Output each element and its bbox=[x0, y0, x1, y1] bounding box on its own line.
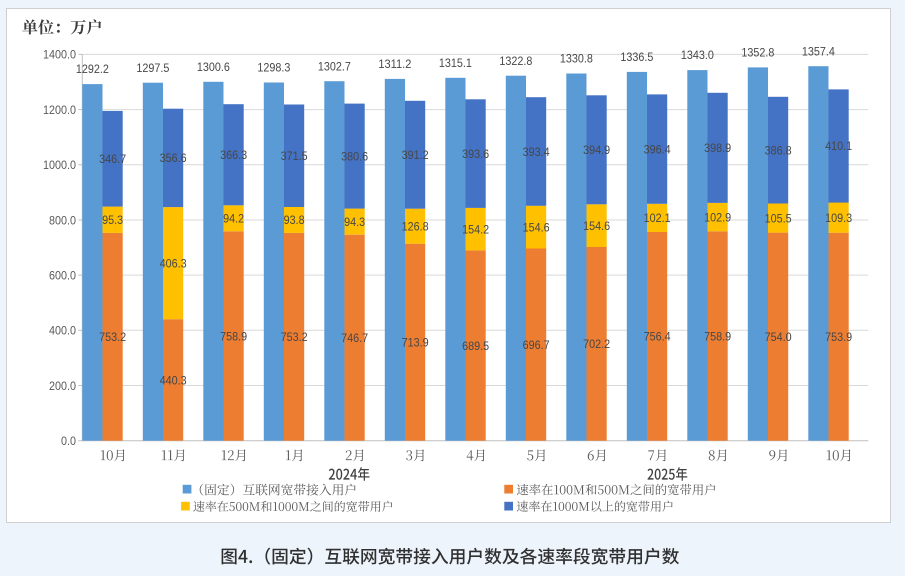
svg-text:366.3: 366.3 bbox=[220, 148, 247, 162]
svg-text:102.1: 102.1 bbox=[644, 211, 671, 225]
svg-text:393.6: 393.6 bbox=[462, 147, 489, 161]
svg-text:1302.7: 1302.7 bbox=[318, 59, 351, 73]
svg-text:753.9: 753.9 bbox=[825, 330, 852, 344]
svg-text:396.4: 396.4 bbox=[644, 142, 671, 156]
svg-text:94.3: 94.3 bbox=[344, 215, 365, 229]
svg-text:758.9: 758.9 bbox=[220, 329, 247, 343]
svg-text:154.6: 154.6 bbox=[523, 220, 550, 234]
svg-text:154.6: 154.6 bbox=[583, 219, 610, 233]
svg-text:1400.0: 1400.0 bbox=[43, 48, 76, 62]
svg-text:0.0: 0.0 bbox=[61, 434, 76, 448]
svg-text:756.4: 756.4 bbox=[644, 330, 671, 344]
svg-text:94.2: 94.2 bbox=[223, 212, 244, 226]
svg-text:600.0: 600.0 bbox=[49, 268, 76, 282]
svg-text:386.8: 386.8 bbox=[765, 144, 792, 158]
svg-text:393.4: 393.4 bbox=[523, 145, 550, 159]
svg-text:1352.8: 1352.8 bbox=[741, 46, 774, 60]
svg-text:1311.2: 1311.2 bbox=[378, 57, 411, 71]
svg-text:356.6: 356.6 bbox=[160, 151, 187, 165]
svg-text:371.5: 371.5 bbox=[281, 149, 308, 163]
svg-text:754.0: 754.0 bbox=[765, 330, 792, 344]
svg-text:713.9: 713.9 bbox=[402, 336, 429, 350]
svg-text:1297.5: 1297.5 bbox=[136, 61, 169, 75]
svg-text:696.7: 696.7 bbox=[523, 338, 550, 352]
svg-text:93.8: 93.8 bbox=[284, 213, 305, 227]
svg-text:1292.2: 1292.2 bbox=[76, 62, 109, 76]
svg-text:800.0: 800.0 bbox=[49, 213, 76, 227]
svg-text:1298.3: 1298.3 bbox=[257, 61, 290, 75]
svg-text:758.9: 758.9 bbox=[704, 329, 731, 343]
svg-text:400.0: 400.0 bbox=[49, 324, 76, 338]
svg-text:1357.4: 1357.4 bbox=[802, 44, 835, 58]
svg-text:126.8: 126.8 bbox=[402, 220, 429, 234]
svg-text:105.5: 105.5 bbox=[765, 211, 792, 225]
svg-text:380.6: 380.6 bbox=[341, 149, 368, 163]
svg-text:398.9: 398.9 bbox=[704, 141, 731, 155]
svg-text:391.2: 391.2 bbox=[402, 148, 429, 162]
svg-text:702.2: 702.2 bbox=[583, 337, 610, 351]
svg-text:1322.8: 1322.8 bbox=[499, 54, 532, 68]
svg-text:753.2: 753.2 bbox=[281, 330, 308, 344]
svg-text:406.3: 406.3 bbox=[160, 257, 187, 271]
svg-text:753.2: 753.2 bbox=[99, 330, 126, 344]
svg-text:95.3: 95.3 bbox=[102, 213, 123, 227]
svg-text:154.2: 154.2 bbox=[462, 223, 489, 237]
svg-text:1200.0: 1200.0 bbox=[43, 103, 76, 117]
svg-text:1343.0: 1343.0 bbox=[681, 48, 714, 62]
svg-text:102.9: 102.9 bbox=[704, 210, 731, 224]
svg-text:1336.5: 1336.5 bbox=[620, 50, 653, 64]
svg-text:410.1: 410.1 bbox=[825, 139, 852, 153]
svg-text:1000.0: 1000.0 bbox=[43, 158, 76, 172]
svg-text:109.3: 109.3 bbox=[825, 211, 852, 225]
svg-text:394.9: 394.9 bbox=[583, 143, 610, 157]
svg-text:1300.6: 1300.6 bbox=[197, 60, 230, 74]
svg-text:440.3: 440.3 bbox=[160, 373, 187, 387]
svg-text:346.7: 346.7 bbox=[99, 152, 126, 166]
svg-text:1330.8: 1330.8 bbox=[560, 52, 593, 66]
svg-text:200.0: 200.0 bbox=[49, 379, 76, 393]
svg-text:1315.1: 1315.1 bbox=[439, 56, 472, 70]
svg-text:689.5: 689.5 bbox=[462, 339, 489, 353]
svg-text:746.7: 746.7 bbox=[341, 331, 368, 345]
